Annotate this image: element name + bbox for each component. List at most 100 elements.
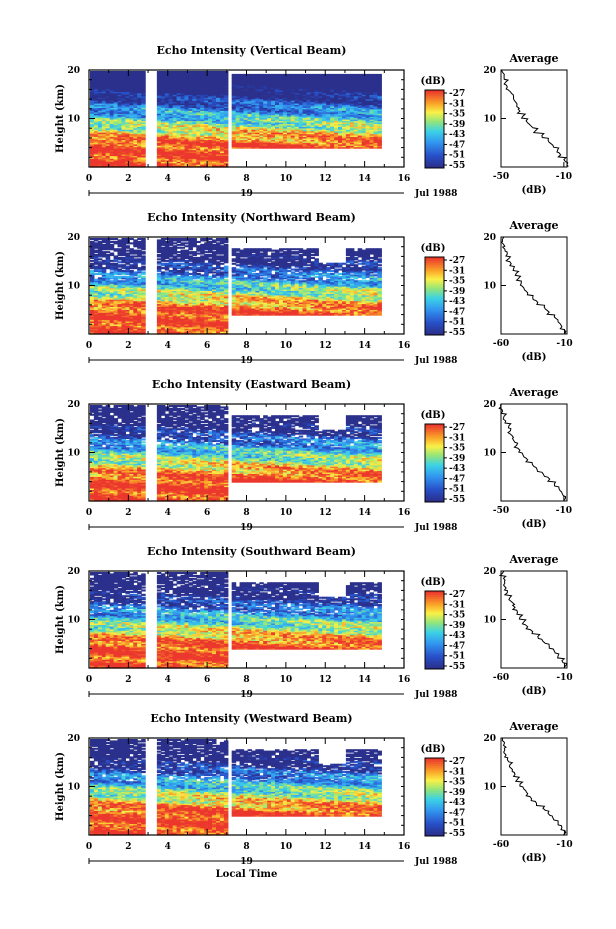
echo-cell xyxy=(334,104,339,107)
echo-cell xyxy=(275,121,280,124)
echo-cell xyxy=(219,97,225,100)
echo-cell xyxy=(361,107,367,110)
echo-cell xyxy=(322,114,327,117)
echo-cell xyxy=(90,264,95,267)
echo-cell xyxy=(223,146,229,149)
echo-cell xyxy=(314,82,319,85)
echo-cell xyxy=(121,76,126,79)
echo-cell xyxy=(125,267,130,270)
echo-cell xyxy=(192,82,197,85)
echo-cell xyxy=(345,137,351,140)
echo-cell xyxy=(121,94,126,97)
echo-cell xyxy=(212,135,217,138)
echo-cell xyxy=(204,135,209,138)
echo-cell xyxy=(286,132,292,135)
echo-cell xyxy=(334,126,339,129)
echo-cell xyxy=(93,245,99,248)
echo-cell xyxy=(208,98,213,101)
echo-cell xyxy=(188,135,193,138)
echo-cell xyxy=(302,81,308,84)
echo-cell xyxy=(345,91,351,94)
echo-cell xyxy=(216,149,221,152)
echo-cell xyxy=(93,113,99,116)
echo-cell xyxy=(90,243,95,246)
echo-cell xyxy=(334,105,339,108)
echo-cell xyxy=(314,95,319,98)
echo-cell xyxy=(176,89,182,92)
echo-cell xyxy=(342,146,347,149)
echo-cell xyxy=(275,126,280,129)
echo-cell xyxy=(129,281,134,284)
echo-cell xyxy=(133,331,138,334)
echo-cell xyxy=(90,137,95,140)
echo-cell xyxy=(125,145,130,148)
echo-cell xyxy=(345,117,351,120)
echo-cell xyxy=(342,143,347,146)
echo-cell xyxy=(314,88,319,91)
echo-cell xyxy=(314,133,319,136)
echo-cell xyxy=(247,133,252,136)
echo-cell xyxy=(357,87,363,90)
echo-cell xyxy=(290,127,296,130)
echo-cell xyxy=(263,98,268,101)
echo-cell xyxy=(263,76,268,79)
echo-cell xyxy=(93,117,99,120)
echo-cell xyxy=(93,251,99,254)
echo-cell xyxy=(251,127,256,130)
echo-cell xyxy=(168,81,174,84)
echo-cell xyxy=(97,240,103,243)
echo-cell xyxy=(160,158,166,161)
echo-cell xyxy=(160,133,166,136)
echo-cell xyxy=(188,79,193,82)
echo-cell xyxy=(109,287,115,290)
echo-cell xyxy=(129,280,134,283)
echo-cell xyxy=(97,277,103,280)
echo-cell xyxy=(90,159,95,162)
echo-cell xyxy=(247,135,252,138)
echo-cell xyxy=(176,117,182,120)
echo-cell xyxy=(204,101,209,104)
echo-cell xyxy=(129,294,134,297)
echo-cell xyxy=(109,259,115,262)
echo-cell xyxy=(314,78,319,81)
echo-cell xyxy=(345,114,351,117)
echo-cell xyxy=(310,145,315,148)
echo-cell xyxy=(263,94,268,97)
echo-cell xyxy=(212,91,217,94)
echo-cell xyxy=(330,103,335,106)
echo-cell xyxy=(176,139,182,142)
echo-cell xyxy=(282,81,288,84)
echo-cell xyxy=(345,113,351,116)
echo-cell xyxy=(349,129,355,132)
echo-cell xyxy=(314,75,319,78)
echo-cell xyxy=(137,240,142,243)
echo-cell xyxy=(97,303,103,306)
echo-cell xyxy=(97,158,103,161)
echo-cell xyxy=(188,119,193,122)
echo-cell xyxy=(302,92,308,95)
echo-cell xyxy=(93,120,99,123)
echo-cell xyxy=(105,313,111,316)
echo-cell xyxy=(121,87,126,90)
colorbar-segment xyxy=(425,164,444,167)
echo-cell xyxy=(117,164,122,167)
echo-cell xyxy=(90,245,95,248)
echo-cell xyxy=(121,162,126,165)
echo-cell xyxy=(216,129,221,132)
echo-cell xyxy=(219,146,225,149)
echo-cell xyxy=(342,98,347,101)
echo-cell xyxy=(117,124,122,127)
echo-cell xyxy=(326,137,331,140)
echo-cell xyxy=(357,94,363,97)
echo-cell xyxy=(172,91,178,94)
echo-cell xyxy=(373,121,378,124)
echo-cell xyxy=(101,271,107,274)
echo-cell xyxy=(117,105,122,108)
echo-cell xyxy=(342,140,347,143)
echo-cell xyxy=(93,137,99,140)
echo-cell xyxy=(192,159,197,162)
echo-cell xyxy=(105,288,111,291)
echo-cell xyxy=(243,84,248,87)
echo-cell xyxy=(267,110,272,113)
